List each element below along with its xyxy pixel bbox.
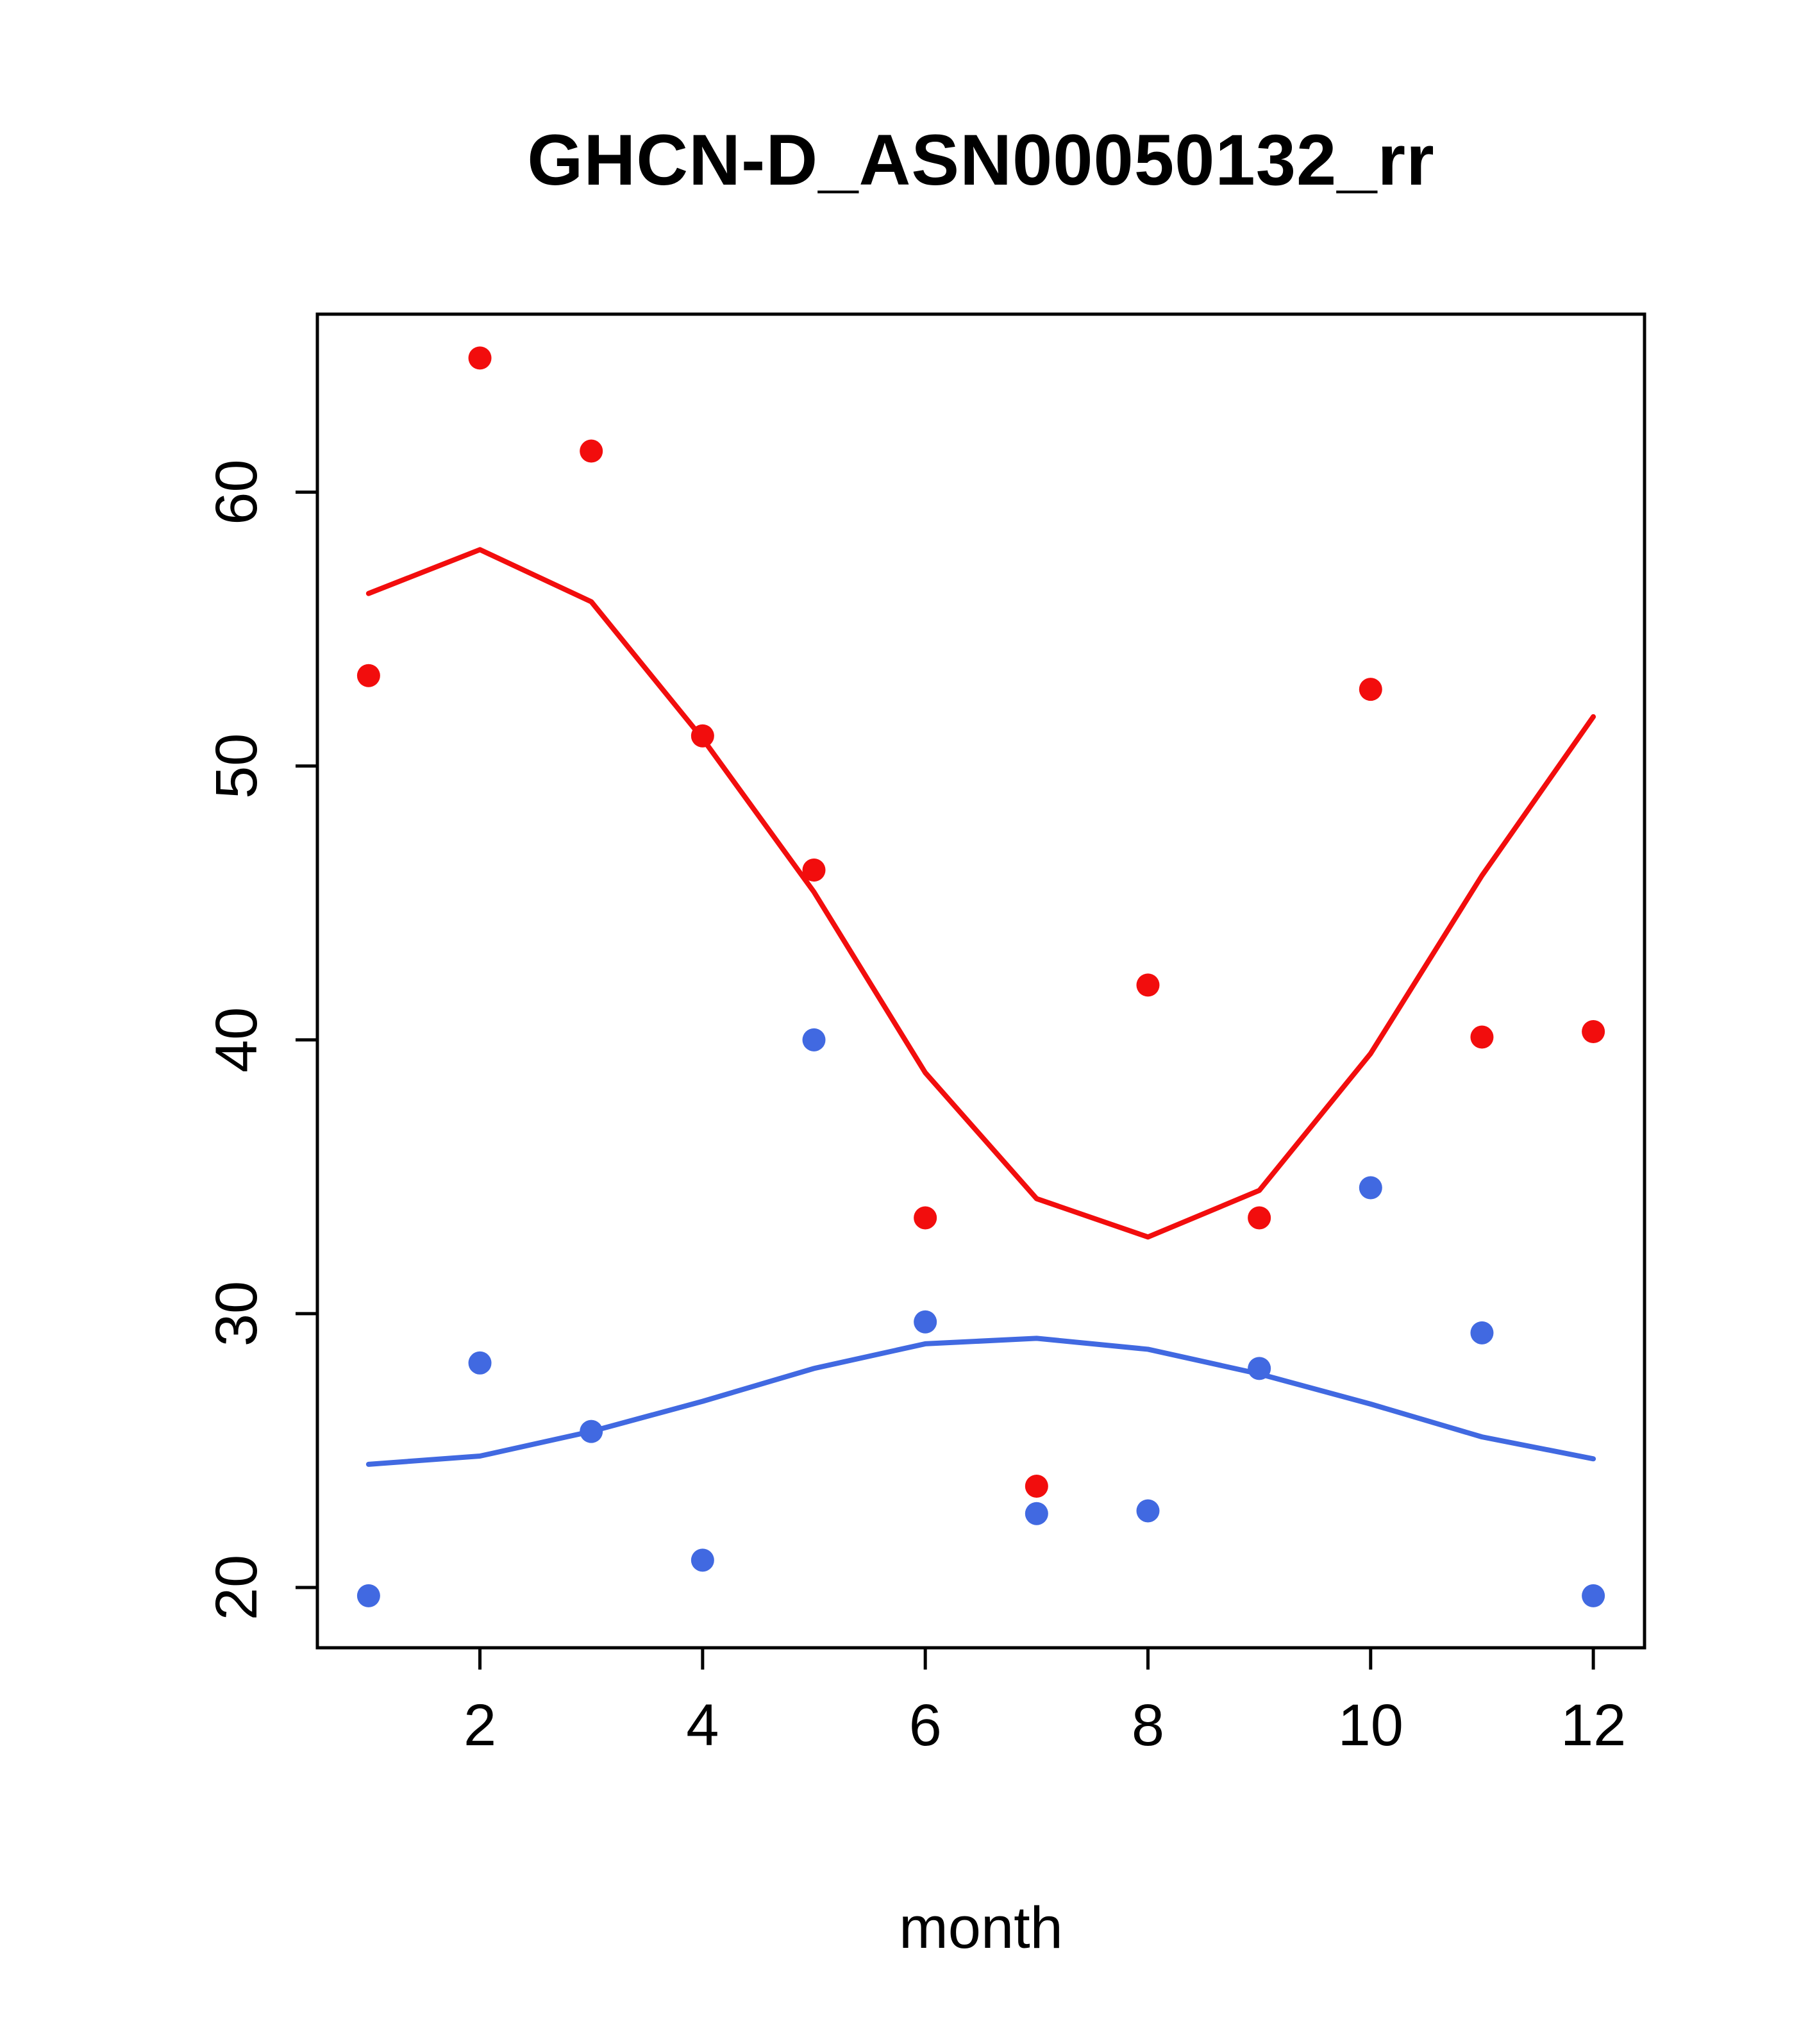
red-points-point xyxy=(1025,1475,1048,1498)
blue-points-point xyxy=(1136,1499,1160,1523)
red-points-point xyxy=(1470,1025,1494,1049)
y-tick-label: 60 xyxy=(204,459,269,524)
y-tick-label: 20 xyxy=(204,1555,269,1620)
blue-points-point xyxy=(914,1310,937,1334)
plot-box xyxy=(315,312,1646,1650)
red-points-point xyxy=(1248,1206,1271,1230)
x-tick-label: 12 xyxy=(1561,1693,1626,1758)
x-tick-label: 2 xyxy=(464,1693,496,1758)
red-points-point xyxy=(1582,1020,1605,1044)
red-points-point xyxy=(691,724,714,748)
x-tick-label: 8 xyxy=(1132,1693,1164,1758)
blue-points-point xyxy=(356,1584,380,1607)
x-tick-label: 4 xyxy=(686,1693,719,1758)
blue-points-point xyxy=(802,1028,826,1051)
blue-points-point xyxy=(468,1351,492,1375)
blue-points-point xyxy=(1025,1502,1048,1525)
red-points-point xyxy=(1136,973,1160,997)
x-axis-title: month xyxy=(899,1895,1063,1961)
x-tick-label: 10 xyxy=(1338,1693,1403,1758)
blue-points-point xyxy=(691,1548,714,1572)
y-tick-label: 40 xyxy=(204,1007,269,1073)
y-tick-label: 50 xyxy=(204,733,269,799)
blue-points-point xyxy=(580,1420,603,1443)
blue-points-point xyxy=(1248,1357,1271,1380)
blue-line xyxy=(365,1336,1596,1467)
red-points-point xyxy=(580,439,603,463)
blue-points-point xyxy=(1582,1584,1605,1607)
red-line xyxy=(365,547,1596,1240)
red-points-point xyxy=(468,346,492,370)
blue-points-point xyxy=(1359,1176,1382,1200)
red-points-point xyxy=(356,664,380,687)
y-tick-label: 30 xyxy=(204,1281,269,1346)
x-tick-label: 6 xyxy=(909,1693,942,1758)
blue-points-point xyxy=(1470,1321,1494,1345)
red-points-point xyxy=(802,859,826,882)
red-points-point xyxy=(1359,678,1382,701)
chart-title: GHCN-D_ASN00050132_rr xyxy=(527,120,1435,200)
red-points-point xyxy=(914,1206,937,1230)
